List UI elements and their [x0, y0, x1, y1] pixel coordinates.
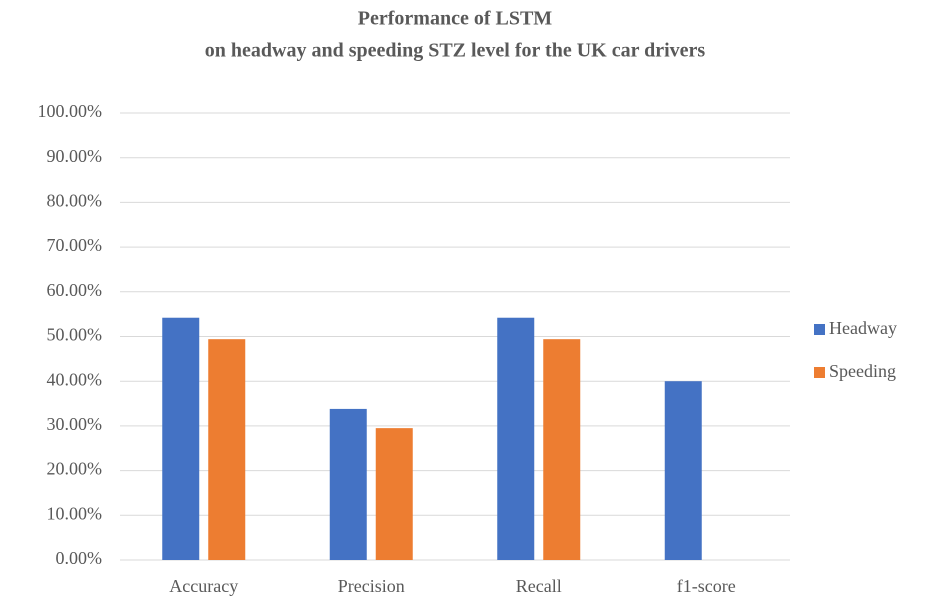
legend-label: Speeding [829, 361, 896, 381]
legend-swatch [814, 367, 825, 378]
y-tick-label: 0.00% [56, 548, 103, 568]
y-tick-label: 60.00% [47, 280, 103, 300]
legend-swatch [814, 324, 825, 335]
y-tick-label: 90.00% [47, 146, 103, 166]
bar [208, 339, 246, 560]
bar [375, 428, 413, 560]
y-tick-label: 80.00% [47, 191, 103, 211]
legend-label: Headway [829, 318, 897, 338]
chart-subtitle: on headway and speeding STZ level for th… [205, 40, 706, 62]
y-tick-label: 100.00% [38, 101, 103, 121]
x-tick-label: Recall [516, 576, 562, 596]
bar [497, 317, 535, 560]
bar [329, 408, 367, 560]
x-tick-label: Accuracy [169, 576, 238, 596]
y-tick-label: 70.00% [47, 235, 103, 255]
bar [664, 381, 702, 560]
x-tick-label: Precision [338, 576, 405, 596]
bar [543, 339, 581, 560]
y-tick-label: 10.00% [47, 503, 103, 523]
y-tick-label: 40.00% [47, 369, 103, 389]
y-tick-label: 30.00% [47, 414, 103, 434]
x-tick-label: f1-score [677, 576, 736, 596]
chart-title: Performance of LSTM [358, 8, 553, 30]
y-tick-label: 20.00% [47, 459, 103, 479]
y-tick-label: 50.00% [47, 325, 103, 345]
bar [162, 317, 200, 560]
